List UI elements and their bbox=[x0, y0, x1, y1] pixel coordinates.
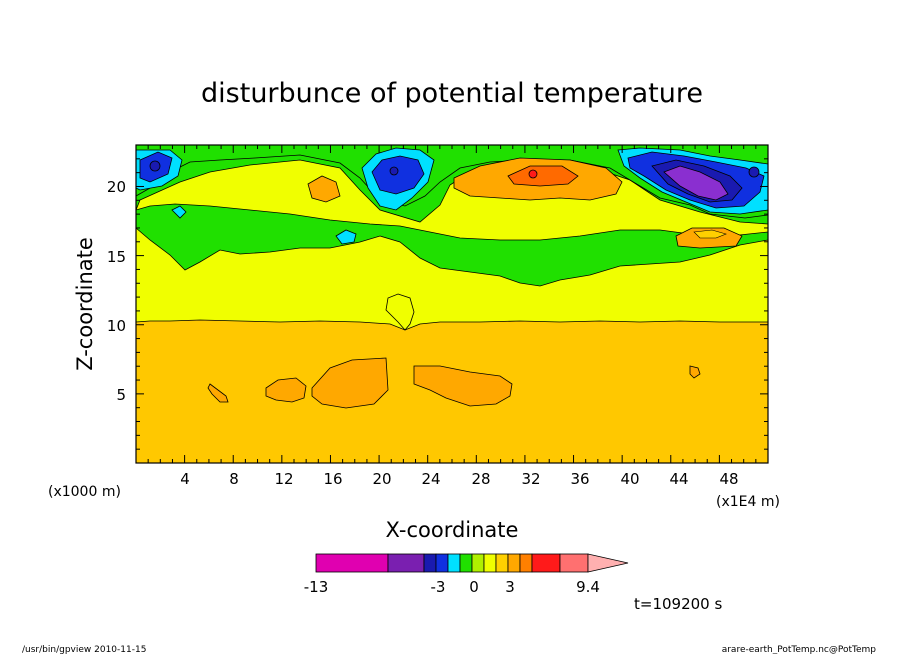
y-axis-label: Z-coordinate bbox=[73, 237, 97, 371]
y-tick-label: 15 bbox=[107, 248, 126, 266]
colorbar-swatch bbox=[507, 553, 521, 573]
y-tick-label: 10 bbox=[107, 317, 126, 335]
region-navy-right-dot bbox=[748, 166, 760, 178]
colorbar-label: -13 bbox=[304, 578, 329, 596]
time-label: t=109200 s bbox=[634, 595, 722, 613]
region-orange-blob-3 bbox=[311, 357, 389, 409]
y-unit-note: (x1000 m) bbox=[48, 484, 121, 500]
region-cyan-small-1 bbox=[335, 229, 357, 245]
x-tick-label: 32 bbox=[521, 470, 540, 488]
region-blue-center bbox=[371, 155, 425, 195]
y-tick-labels: 5 10 15 20 bbox=[107, 178, 126, 404]
colorbar-swatch bbox=[531, 553, 561, 573]
region-purple-core bbox=[663, 165, 729, 201]
colorbar-swatch bbox=[387, 553, 425, 573]
colorbar-swatch bbox=[483, 553, 497, 573]
tick-marks bbox=[136, 145, 768, 463]
x-tick-label: 12 bbox=[274, 470, 293, 488]
chart-title: disturbunce of potential temperature bbox=[201, 78, 703, 109]
region-yellow-wisp bbox=[385, 293, 415, 331]
x-tick-label: 44 bbox=[669, 470, 688, 488]
x-tick-label: 4 bbox=[180, 470, 190, 488]
x-tick-label: 28 bbox=[471, 470, 490, 488]
region-cyan-small-2 bbox=[171, 205, 187, 219]
colorbar-swatch bbox=[435, 553, 449, 573]
colorbar-swatch bbox=[459, 553, 473, 573]
region-navy-left bbox=[149, 160, 161, 172]
colorbar-swatch bbox=[519, 553, 533, 573]
contour-fill-layer bbox=[136, 145, 768, 463]
colorbar: -13 -3 0 3 9.4 bbox=[304, 553, 629, 596]
region-orange-blob-5 bbox=[689, 365, 701, 379]
y-tick-label: 20 bbox=[107, 178, 126, 196]
region-red-dot bbox=[528, 169, 538, 179]
colorbar-label: 0 bbox=[469, 578, 479, 596]
colorbar-swatch bbox=[471, 553, 485, 573]
region-orange-blob-4 bbox=[413, 365, 513, 407]
x-axis-label: X-coordinate bbox=[386, 518, 519, 542]
x-tick-label: 16 bbox=[323, 470, 342, 488]
x-tick-label: 36 bbox=[570, 470, 589, 488]
colorbar-label: 3 bbox=[505, 578, 515, 596]
x-tick-label: 24 bbox=[421, 470, 440, 488]
region-orange-blob-1 bbox=[207, 383, 229, 403]
x-tick-label: 40 bbox=[620, 470, 639, 488]
region-orange-upper-1 bbox=[307, 175, 341, 203]
colorbar-swatch bbox=[447, 553, 461, 573]
footer-left: /usr/bin/gpview 2010-11-15 bbox=[22, 645, 146, 654]
colorbar-swatch bbox=[495, 553, 509, 573]
x-tick-label: 48 bbox=[719, 470, 738, 488]
colorbar-swatch bbox=[423, 553, 437, 573]
footer-right: arare-earth_PotTemp.nc@PotTemp bbox=[722, 645, 877, 654]
x-tick-label: 20 bbox=[372, 470, 391, 488]
colorbar-swatch bbox=[315, 553, 389, 573]
colorbar-label: -3 bbox=[431, 578, 446, 596]
colorbar-swatch bbox=[559, 553, 589, 573]
region-orange-inner bbox=[693, 229, 727, 239]
region-red-core bbox=[507, 165, 579, 187]
y-tick-label: 5 bbox=[116, 386, 126, 404]
x-tick-label: 8 bbox=[229, 470, 239, 488]
region-navy-center bbox=[389, 166, 399, 176]
x-tick-labels: 4 8 12 16 20 24 28 32 36 40 44 48 bbox=[180, 470, 738, 488]
x-unit-note: (x1E4 m) bbox=[716, 494, 780, 510]
colorbar-label: 9.4 bbox=[576, 578, 600, 596]
region-green-top bbox=[136, 145, 768, 219]
region-orange-blob-2 bbox=[265, 377, 307, 403]
colorbar-arrow bbox=[587, 553, 629, 573]
